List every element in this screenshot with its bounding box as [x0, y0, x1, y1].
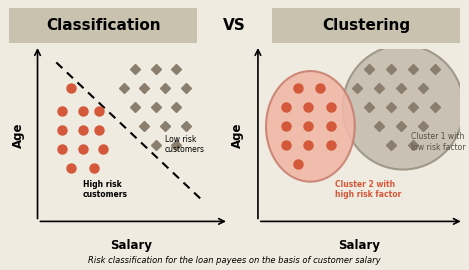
- Text: High risk
customers: High risk customers: [83, 180, 128, 199]
- FancyBboxPatch shape: [0, 6, 206, 45]
- Text: Salary: Salary: [110, 239, 152, 252]
- Text: Age: Age: [12, 122, 25, 148]
- Text: Cluster 2 with
high risk factor: Cluster 2 with high risk factor: [334, 180, 401, 199]
- Text: Clustering: Clustering: [322, 18, 410, 33]
- Text: Low risk
customers: Low risk customers: [165, 135, 205, 154]
- Ellipse shape: [343, 45, 464, 170]
- Text: Classification: Classification: [46, 18, 160, 33]
- Text: VS: VS: [223, 18, 246, 33]
- Text: Salary: Salary: [338, 239, 380, 252]
- Text: Age: Age: [231, 122, 244, 148]
- FancyBboxPatch shape: [263, 6, 469, 45]
- Text: Cluster 1 with
low risk factor: Cluster 1 with low risk factor: [411, 132, 466, 152]
- Text: Risk classification for the loan payees on the basis of customer salary: Risk classification for the loan payees …: [88, 256, 381, 265]
- Ellipse shape: [266, 71, 355, 182]
